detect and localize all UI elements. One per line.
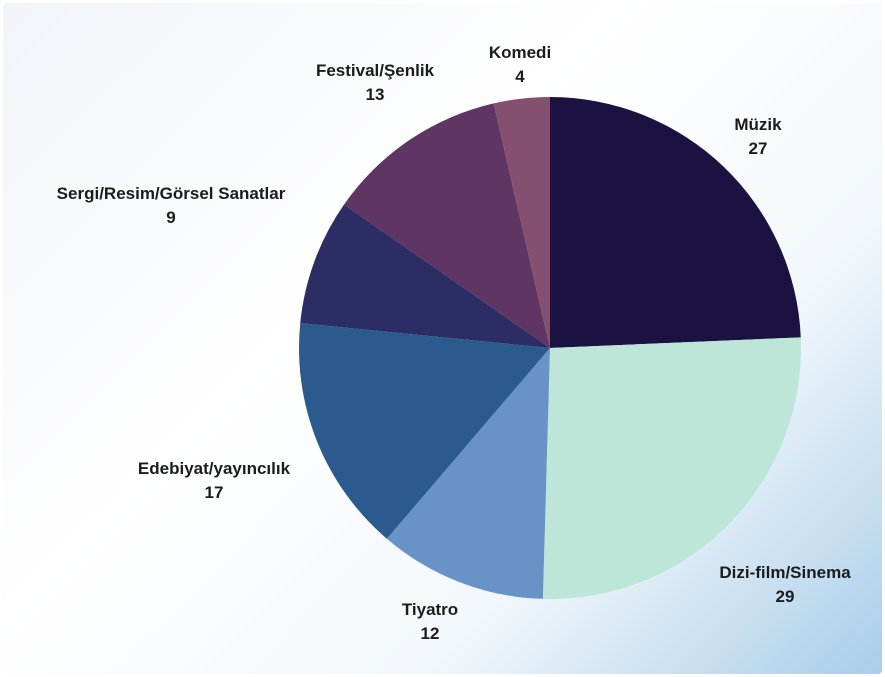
slice-value-6: 13 bbox=[366, 85, 385, 104]
slice-label-2: Dizi-film/Sinema bbox=[719, 563, 851, 582]
slice-value-1: 27 bbox=[749, 139, 768, 158]
pie-slice-3 bbox=[386, 348, 550, 599]
pie-slices bbox=[298, 97, 801, 600]
pie-slice-5 bbox=[300, 204, 550, 348]
pie-slice-1 bbox=[550, 97, 801, 348]
slice-value-3: 12 bbox=[421, 624, 440, 643]
slice-value-5: 9 bbox=[166, 208, 175, 227]
slice-value-4: 17 bbox=[205, 483, 224, 502]
chart-container: Müzik 27 Dizi-film/Sinema 29 Tiyatro 12 Edebiy… bbox=[3, 3, 882, 674]
slice-value-7: 4 bbox=[515, 67, 525, 86]
slice-label-4: Edebiyat/yayıncılık bbox=[138, 459, 291, 478]
pie-slice-2 bbox=[542, 337, 801, 600]
slice-label-7: Komedi bbox=[489, 43, 551, 62]
pie-chart: Müzik 27 Dizi-film/Sinema 29 Tiyatro 12 Edebiy… bbox=[57, 43, 852, 643]
pie-slice-7 bbox=[493, 97, 550, 348]
slice-value-2: 29 bbox=[776, 587, 795, 606]
pie-slice-4 bbox=[298, 323, 550, 539]
slice-label-6: Festival/Şenlik bbox=[316, 61, 435, 80]
slice-label-1: Müzik bbox=[734, 115, 782, 134]
pie-labels: Müzik 27 Dizi-film/Sinema 29 Tiyatro 12 Edebiy… bbox=[57, 43, 852, 643]
slice-label-3: Tiyatro bbox=[402, 600, 458, 619]
slice-label-5: Sergi/Resim/Görsel Sanatlar bbox=[57, 184, 286, 203]
pie-slice-6 bbox=[344, 103, 550, 348]
